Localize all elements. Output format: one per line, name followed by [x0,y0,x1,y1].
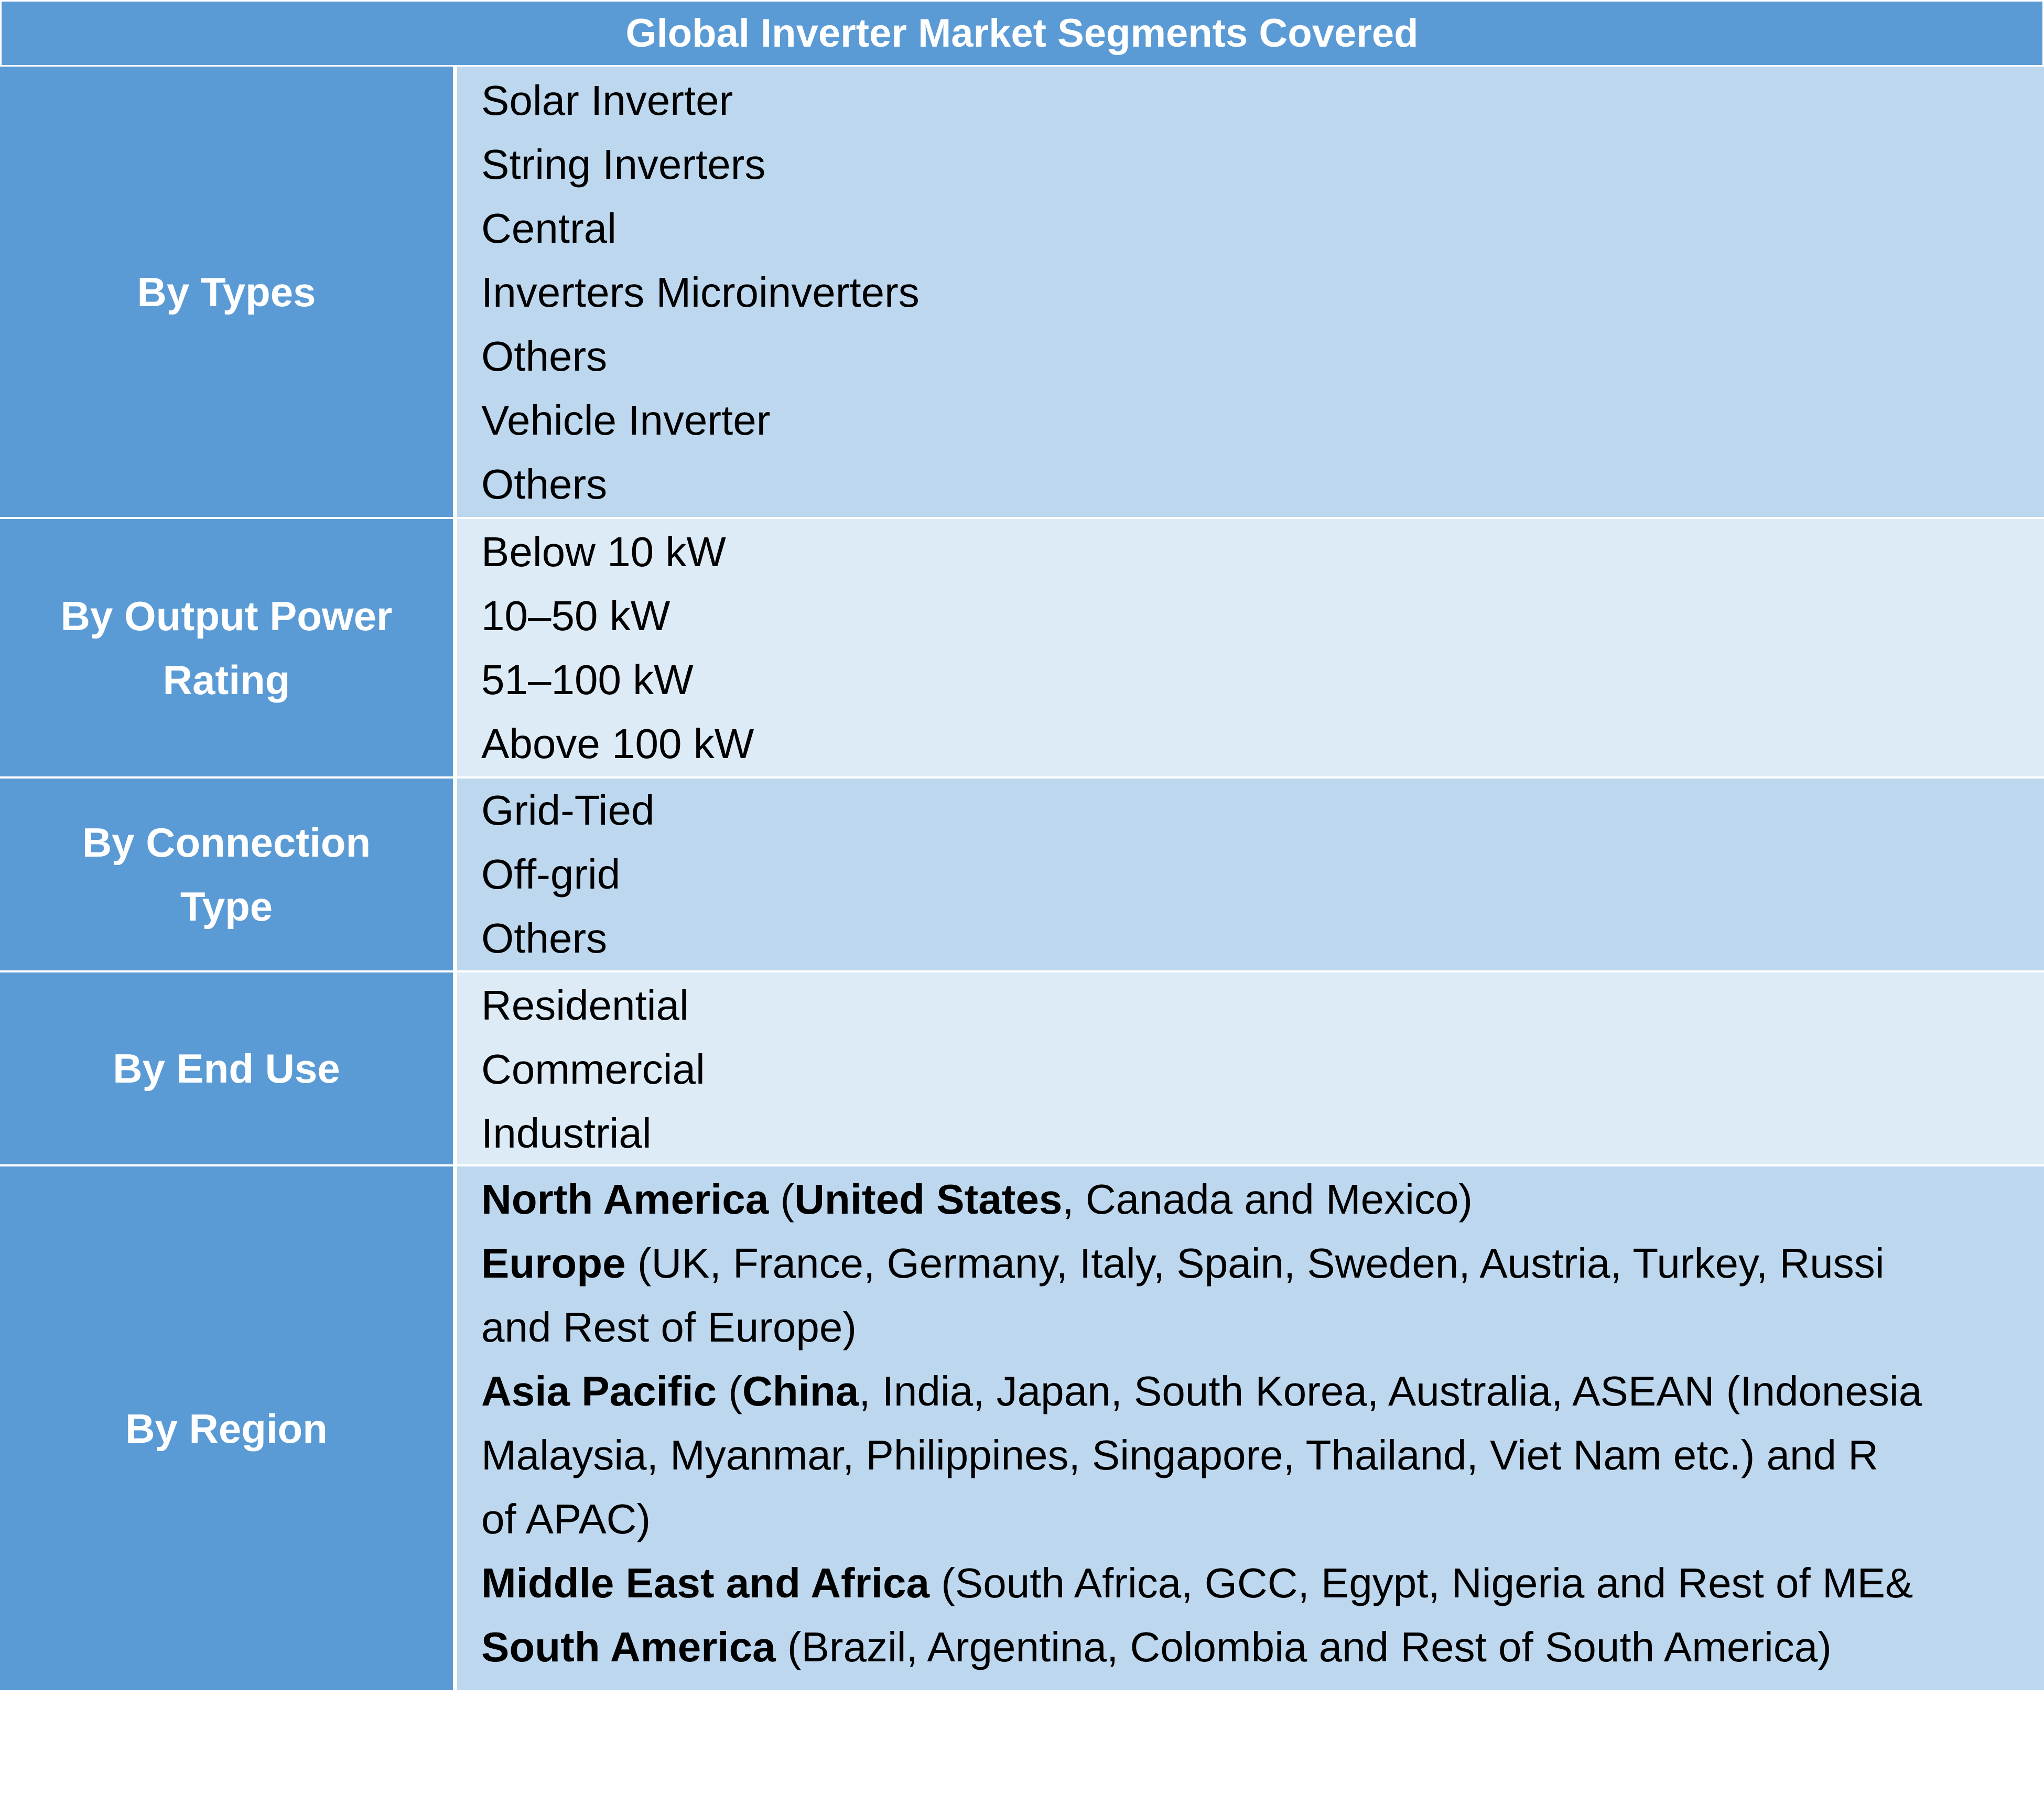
row-by-connection-type: By Connection Type Grid-Tied Off-grid Ot… [0,779,2044,972]
row-by-output-power-rating: By Output Power Rating Below 10 kW 10–50… [0,519,2044,779]
region-name: South America [481,1624,776,1670]
region-text: , India, Japan, South Korea, Australia, … [859,1368,1922,1414]
list-item: Inverters Microinverters [481,269,920,316]
region-country-highlight: United States [794,1176,1063,1223]
list-item: Solar Inverter [481,77,733,124]
table-title: Global Inverter Market Segments Covered [0,0,2044,67]
region-text: ( [717,1368,743,1414]
list-item: Commercial [481,1046,705,1093]
row-label: By Connection Type [0,779,455,972]
region-text: (UK, France, Germany, Italy, Spain, Swed… [625,1240,1885,1287]
region-line-north-america: North America (United States, Canada and… [481,1168,2044,1231]
region-text: Malaysia, Myanmar, Philippines, Singapor… [481,1432,1879,1478]
row-label: By Types [0,67,455,519]
region-line-south-america: South America (Brazil, Argentina, Colomb… [481,1615,2044,1679]
region-text: (South Africa, GCC, Egypt, Nigeria and R… [929,1560,1913,1606]
row-values: Below 10 kW 10–50 kW 51–100 kW Above 100… [457,519,2044,779]
region-name: North America [481,1176,769,1223]
list-item: 10–50 kW [481,592,670,639]
list-item: Vehicle Inverter [481,397,771,444]
list-item: Others [481,915,608,961]
list-item: Industrial [481,1110,652,1157]
list-item: Above 100 kW [481,720,754,767]
list-item: Grid-Tied [481,787,655,834]
row-values: Grid-Tied Off-grid Others [457,779,2044,972]
row-values: Residential Commercial Industrial [457,972,2044,1166]
region-text: , Canada and Mexico) [1062,1176,1473,1223]
region-line-asia-pacific-cont: of APAC) [481,1487,2044,1551]
list-item: Off-grid [481,851,621,898]
row-by-types: By Types Solar Inverter String Inverters… [0,67,2044,519]
list-item: String Inverters [481,141,766,188]
list-item: Central [481,205,617,252]
region-line-europe-cont: and Rest of Europe) [481,1295,2044,1359]
region-line-asia-pacific: Asia Pacific (China, India, Japan, South… [481,1359,2044,1423]
region-name: Asia Pacific [481,1368,717,1414]
region-name: Europe [481,1240,626,1287]
region-line-europe: Europe (UK, France, Germany, Italy, Spai… [481,1231,2044,1295]
list-item: Below 10 kW [481,528,726,575]
region-name: Middle East and Africa [481,1560,929,1606]
list-item: Residential [481,982,689,1029]
region-text: and Rest of Europe) [481,1304,857,1350]
row-by-region: By Region North America (United States, … [0,1166,2044,1692]
region-line-asia-pacific-cont: Malaysia, Myanmar, Philippines, Singapor… [481,1423,2044,1487]
row-values: North America (United States, Canada and… [457,1166,2044,1692]
row-values: Solar Inverter String Inverters Central … [457,67,2044,519]
list-item: Others [481,461,608,507]
row-label: By Output Power Rating [0,519,455,779]
list-item: Others [481,333,608,380]
region-text: ( [769,1176,795,1223]
list-item: 51–100 kW [481,656,694,703]
region-text: (Brazil, Argentina, Colombia and Rest of… [775,1624,1832,1670]
row-label: By Region [0,1166,455,1692]
region-country-highlight: China [742,1368,859,1414]
region-line-mea: Middle East and Africa (South Africa, GC… [481,1551,2044,1615]
row-by-end-use: By End Use Residential Commercial Indust… [0,972,2044,1166]
row-label: By End Use [0,972,455,1166]
region-text: of APAC) [481,1496,651,1542]
